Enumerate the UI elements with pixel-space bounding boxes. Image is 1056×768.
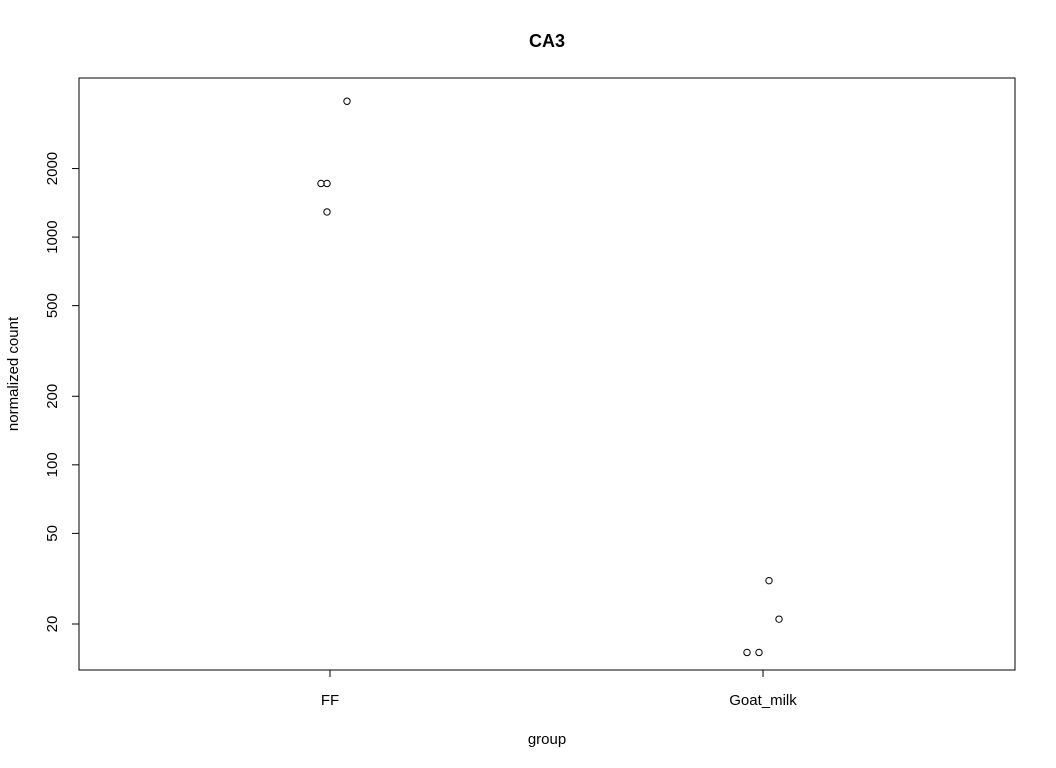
y-tick-label: 50 (44, 525, 61, 542)
y-tick-label: 100 (44, 452, 61, 477)
data-points (317, 97, 783, 657)
x-tick-label: Goat_milk (729, 692, 797, 709)
data-point (743, 648, 751, 657)
x-tick-label: FF (321, 692, 339, 709)
data-point (317, 179, 325, 188)
plot-frame (78, 77, 1016, 671)
x-axis-label: group (528, 731, 566, 748)
y-tick-label: 200 (44, 384, 61, 409)
chart-title: CA3 (529, 31, 565, 51)
data-point (775, 615, 783, 623)
y-tick-label: 20 (44, 616, 61, 633)
data-point (755, 648, 763, 657)
data-point (765, 576, 773, 585)
y-axis: 20 50 100 200 500 1000 2000 (44, 152, 79, 632)
y-axis-label: normalized count (5, 316, 22, 431)
y-tick-label: 2000 (44, 152, 61, 185)
y-tick-label: 500 (44, 293, 61, 318)
data-point (343, 97, 351, 105)
x-axis: FF Goat_milk (321, 670, 797, 709)
data-point (323, 208, 331, 216)
y-tick-label: 1000 (44, 220, 61, 253)
data-point (323, 179, 331, 188)
